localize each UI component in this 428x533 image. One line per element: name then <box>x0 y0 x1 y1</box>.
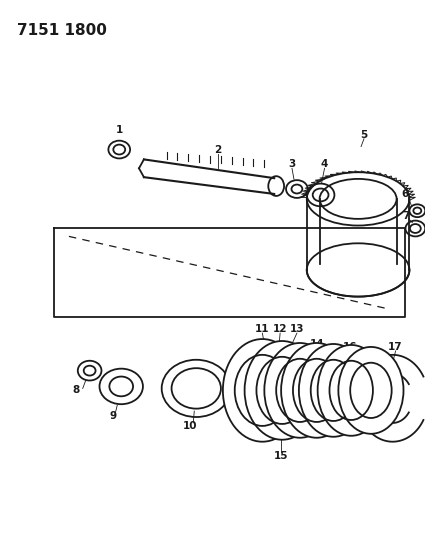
Ellipse shape <box>265 343 336 438</box>
Text: 9: 9 <box>110 411 117 421</box>
Ellipse shape <box>339 347 404 434</box>
Ellipse shape <box>223 339 302 442</box>
Text: 15: 15 <box>274 450 288 461</box>
Ellipse shape <box>299 344 368 437</box>
Text: 3: 3 <box>288 159 296 169</box>
Text: 13: 13 <box>290 324 304 334</box>
Text: 8: 8 <box>72 385 80 395</box>
Text: 7151 1800: 7151 1800 <box>17 23 107 38</box>
Ellipse shape <box>244 341 320 440</box>
Ellipse shape <box>281 343 352 438</box>
Text: 14: 14 <box>309 339 324 349</box>
Text: 7: 7 <box>402 211 409 221</box>
Text: 5: 5 <box>360 130 368 140</box>
Text: 1: 1 <box>116 125 123 135</box>
Text: 6: 6 <box>402 189 409 199</box>
Text: 12: 12 <box>273 324 287 334</box>
Text: 16: 16 <box>343 342 357 352</box>
Ellipse shape <box>318 345 385 436</box>
Text: 11: 11 <box>255 324 270 334</box>
Text: 4: 4 <box>321 159 328 169</box>
Text: 2: 2 <box>214 144 222 155</box>
Text: 10: 10 <box>183 421 198 431</box>
Text: 17: 17 <box>388 342 403 352</box>
